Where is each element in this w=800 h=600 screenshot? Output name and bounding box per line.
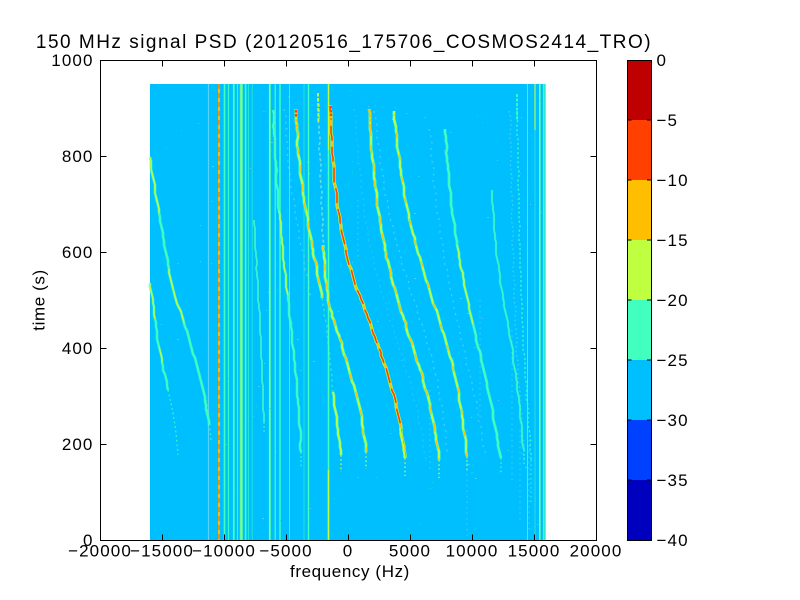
svg-text:20000: 20000	[570, 542, 623, 561]
svg-text:−10000: −10000	[192, 542, 256, 561]
svg-text:−40: −40	[657, 531, 689, 550]
svg-text:−20000: −20000	[68, 542, 132, 561]
svg-text:800: 800	[62, 147, 94, 166]
svg-text:0: 0	[83, 531, 94, 550]
svg-text:−25: −25	[657, 351, 689, 370]
svg-text:15000: 15000	[508, 542, 561, 561]
svg-text:−20: −20	[657, 291, 689, 310]
svg-text:time (s): time (s)	[30, 269, 49, 330]
svg-text:1000: 1000	[51, 51, 93, 70]
svg-text:−15000: −15000	[130, 542, 194, 561]
svg-text:−35: −35	[657, 471, 689, 490]
svg-text:600: 600	[62, 243, 94, 262]
svg-text:−5000: −5000	[259, 542, 312, 561]
svg-text:200: 200	[62, 435, 94, 454]
svg-text:0: 0	[343, 542, 354, 561]
svg-text:5000: 5000	[389, 542, 431, 561]
svg-text:−15: −15	[657, 231, 689, 250]
svg-text:150 MHz signal PSD (20120516_1: 150 MHz signal PSD (20120516_175706_COSM…	[36, 32, 652, 53]
svg-text:0: 0	[657, 51, 668, 70]
svg-text:10000: 10000	[446, 542, 499, 561]
svg-text:400: 400	[62, 339, 94, 358]
svg-text:−10: −10	[657, 171, 689, 190]
svg-text:−30: −30	[657, 411, 689, 430]
svg-text:frequency (Hz): frequency (Hz)	[290, 562, 410, 581]
svg-text:−5: −5	[657, 111, 679, 130]
